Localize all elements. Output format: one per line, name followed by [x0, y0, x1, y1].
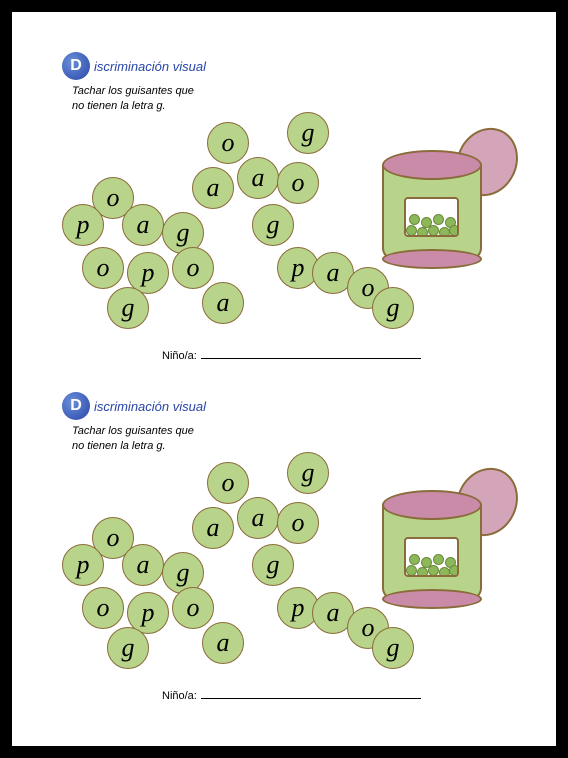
badge-title: iscriminación visual — [86, 399, 206, 414]
header-badge: D iscriminación visual — [62, 392, 206, 420]
name-field[interactable]: Niño/a: — [162, 350, 421, 362]
mini-pea — [433, 554, 444, 565]
worksheet-top: D iscriminación visual Tachar los guisan… — [42, 52, 526, 372]
mini-pea — [417, 567, 428, 577]
badge-circle: D — [62, 392, 90, 420]
pea-letter[interactable]: o — [207, 122, 249, 164]
name-underline — [201, 358, 421, 359]
badge-circle: D — [62, 52, 90, 80]
badge-title: iscriminación visual — [86, 59, 206, 74]
pea-letter[interactable]: p — [62, 204, 104, 246]
header-badge: D iscriminación visual — [62, 52, 206, 80]
instruction-line1: Tachar los guisantes que — [72, 424, 232, 439]
can-illustration — [382, 482, 492, 622]
name-label: Niño/a: — [162, 350, 197, 362]
mini-pea — [428, 565, 439, 576]
pea-letter[interactable]: a — [202, 282, 244, 324]
mini-pea — [428, 225, 439, 236]
pea-letter[interactable]: g — [252, 204, 294, 246]
instruction-line1: Tachar los guisantes que — [72, 84, 232, 99]
peas-container-top: ogoaaopaggopopagaog — [62, 112, 522, 312]
pea-letter[interactable]: g — [372, 287, 414, 329]
mini-pea — [449, 225, 459, 236]
pea-letter[interactable]: g — [287, 112, 329, 154]
pea-letter[interactable]: o — [277, 502, 319, 544]
name-field[interactable]: Niño/a: — [162, 690, 421, 702]
pea-letter[interactable]: g — [107, 627, 149, 669]
can-bottom — [382, 589, 482, 609]
can-window — [404, 197, 459, 237]
can-illustration — [382, 142, 492, 282]
pea-letter[interactable]: o — [207, 462, 249, 504]
pea-letter[interactable]: o — [172, 247, 214, 289]
can-rim — [382, 490, 482, 520]
pea-letter[interactable]: a — [122, 204, 164, 246]
mini-pea — [409, 214, 420, 225]
pea-letter[interactable]: a — [192, 507, 234, 549]
pea-letter[interactable]: o — [172, 587, 214, 629]
can-rim — [382, 150, 482, 180]
worksheet-bottom: D iscriminación visual Tachar los guisan… — [42, 392, 526, 712]
mini-pea — [406, 225, 417, 236]
instruction-text: Tachar los guisantes que no tienen la le… — [72, 84, 232, 115]
pea-letter[interactable]: o — [82, 247, 124, 289]
mini-pea — [406, 565, 417, 576]
mini-pea — [417, 227, 428, 237]
pea-letter[interactable]: a — [237, 157, 279, 199]
mini-pea — [409, 554, 420, 565]
pea-letter[interactable]: p — [62, 544, 104, 586]
pea-letter[interactable]: g — [107, 287, 149, 329]
pea-letter[interactable]: a — [202, 622, 244, 664]
pea-letter[interactable]: a — [237, 497, 279, 539]
pea-letter[interactable]: o — [277, 162, 319, 204]
pea-letter[interactable]: g — [252, 544, 294, 586]
pea-letter[interactable]: o — [82, 587, 124, 629]
instruction-text: Tachar los guisantes que no tienen la le… — [72, 424, 232, 455]
mini-pea — [433, 214, 444, 225]
pea-letter[interactable]: a — [192, 167, 234, 209]
can-bottom — [382, 249, 482, 269]
peas-container-bottom: ogoaaopaggopopagaog — [62, 452, 522, 652]
name-label: Niño/a: — [162, 690, 197, 702]
pea-letter[interactable]: g — [372, 627, 414, 669]
can-window — [404, 537, 459, 577]
pea-letter[interactable]: a — [122, 544, 164, 586]
mini-pea — [449, 565, 459, 576]
pea-letter[interactable]: g — [287, 452, 329, 494]
name-underline — [201, 698, 421, 699]
